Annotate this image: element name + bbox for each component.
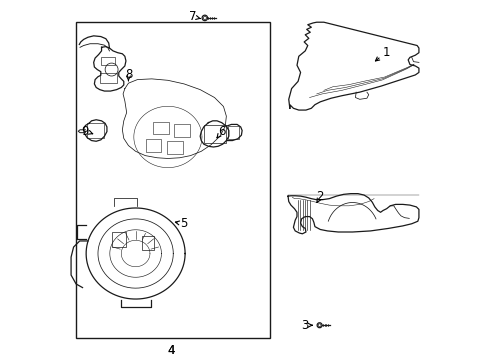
Bar xyxy=(100,73,117,83)
Text: 3: 3 xyxy=(301,319,309,332)
Bar xyxy=(87,123,104,138)
Bar xyxy=(174,124,190,137)
Text: 8: 8 xyxy=(125,68,132,81)
Text: 5: 5 xyxy=(180,216,188,230)
Text: 4: 4 xyxy=(168,344,175,357)
Bar xyxy=(228,126,239,139)
Bar xyxy=(76,22,270,338)
Text: 7: 7 xyxy=(189,10,197,23)
Bar xyxy=(142,236,153,250)
Text: 2: 2 xyxy=(317,190,324,203)
Text: 1: 1 xyxy=(383,46,391,59)
Bar xyxy=(101,57,115,65)
Bar xyxy=(167,141,183,154)
Bar xyxy=(204,125,226,143)
Bar xyxy=(146,139,161,152)
Bar xyxy=(112,232,126,247)
Text: 6: 6 xyxy=(218,125,225,138)
Bar xyxy=(153,122,169,134)
Text: 9: 9 xyxy=(82,125,89,138)
Text: 4: 4 xyxy=(168,344,175,357)
